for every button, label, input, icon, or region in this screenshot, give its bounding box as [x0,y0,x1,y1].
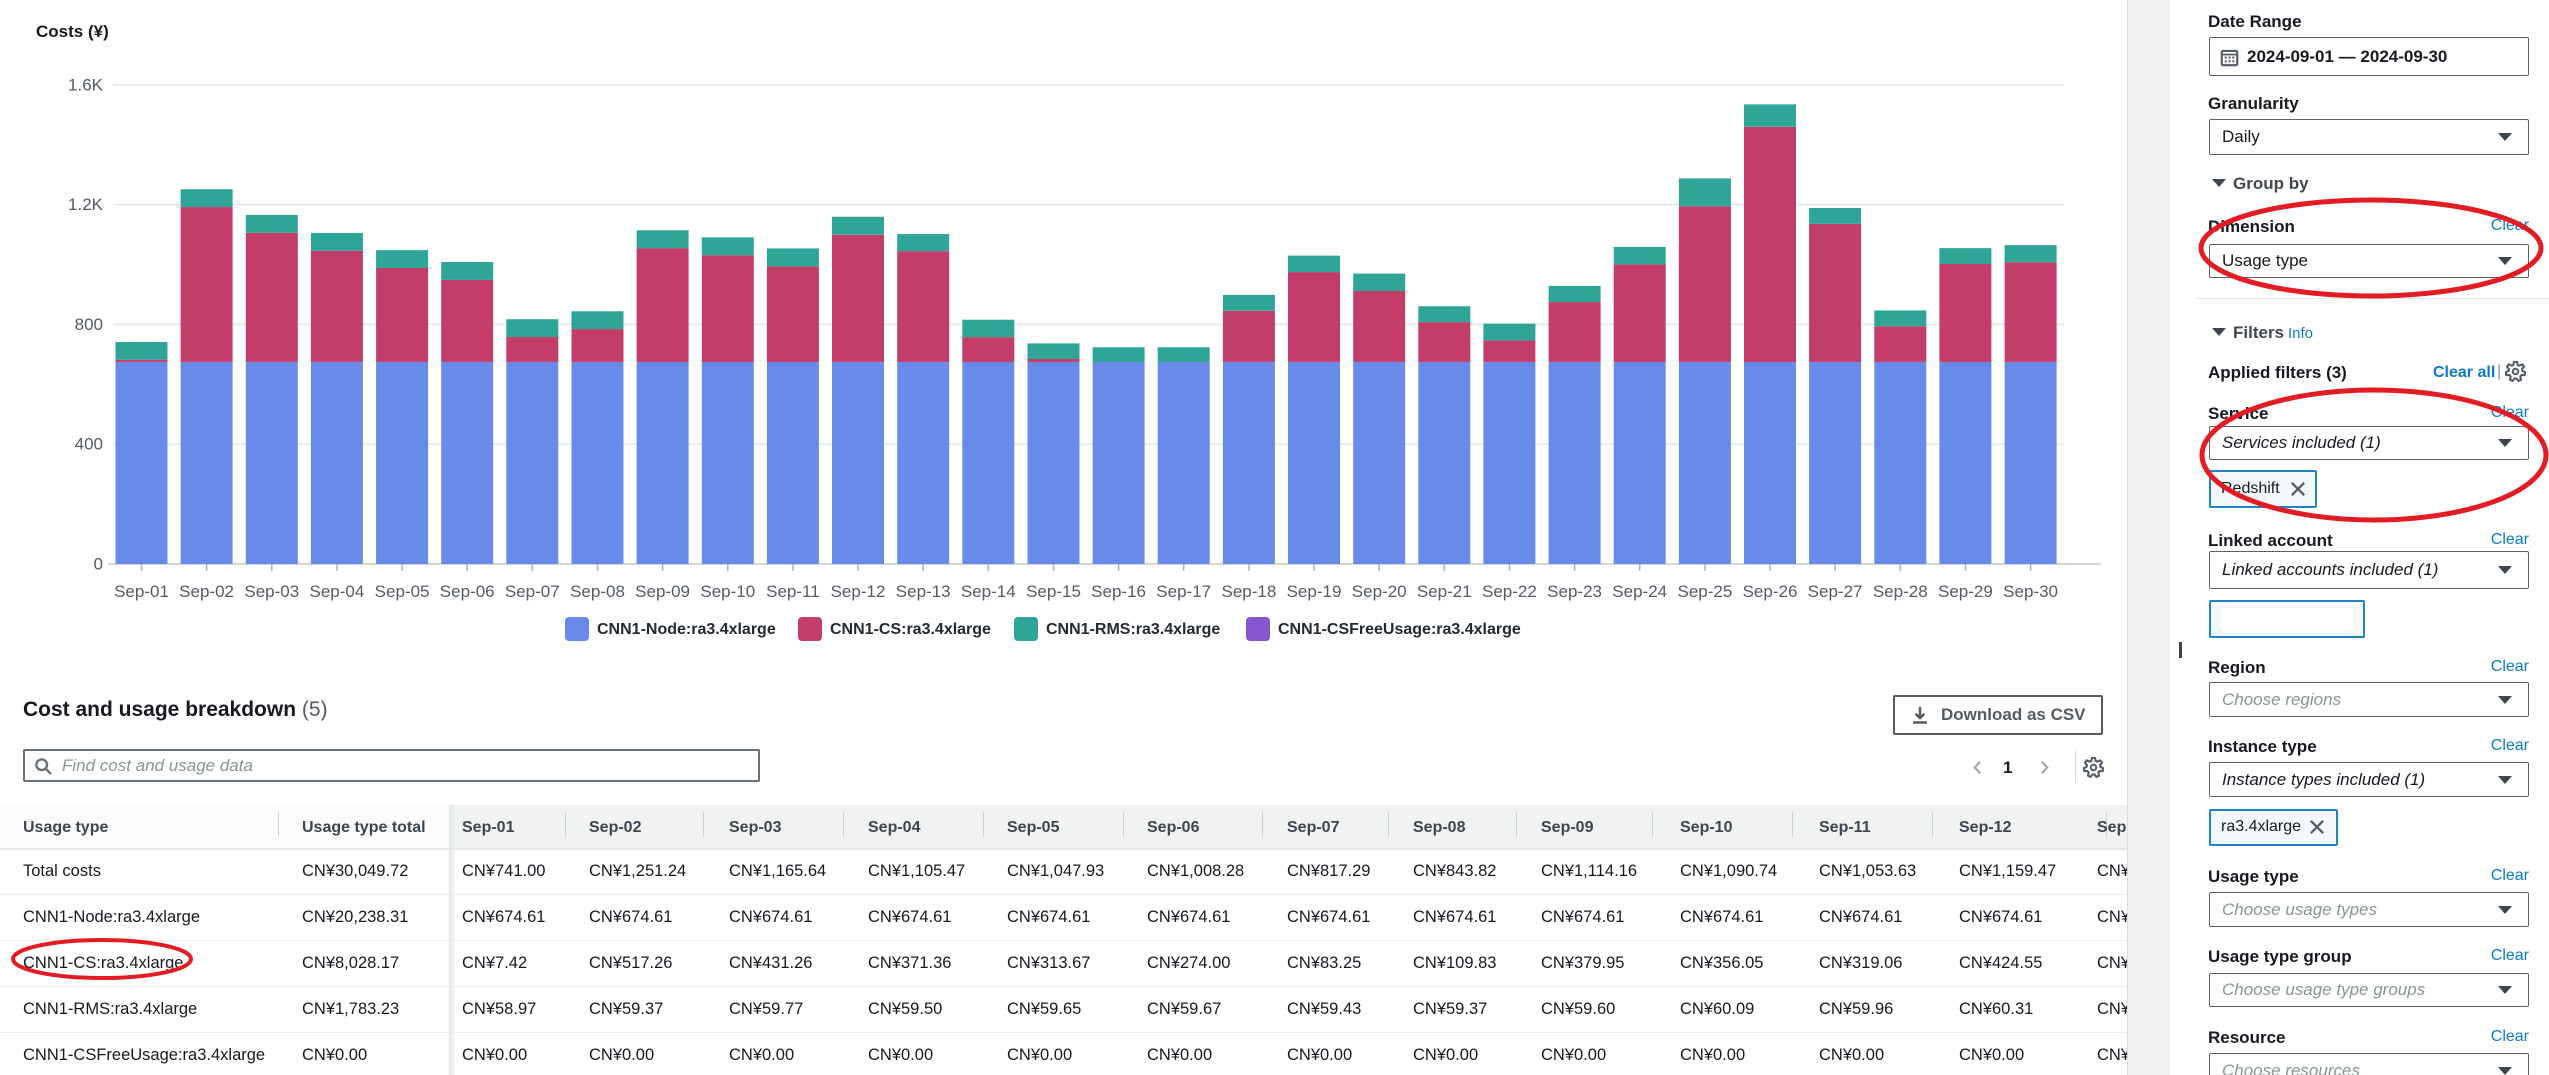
svg-text:Sep-16: Sep-16 [1091,582,1146,601]
svg-text:Sep-27: Sep-27 [1808,582,1863,601]
svg-text:Sep-19: Sep-19 [1287,582,1342,601]
svg-text:Sep-24: Sep-24 [1612,582,1667,601]
svg-text:Sep-01: Sep-01 [114,582,169,601]
svg-text:Sep-07: Sep-07 [505,582,560,601]
svg-text:Sep-23: Sep-23 [1547,582,1602,601]
svg-text:Sep-21: Sep-21 [1417,582,1472,601]
svg-text:0: 0 [94,555,103,574]
svg-text:Sep-13: Sep-13 [896,582,951,601]
svg-text:1.2K: 1.2K [68,195,104,214]
svg-text:Sep-02: Sep-02 [179,582,234,601]
svg-text:Sep-20: Sep-20 [1352,582,1407,601]
svg-text:Sep-26: Sep-26 [1743,582,1798,601]
svg-text:Sep-05: Sep-05 [375,582,430,601]
svg-text:Sep-14: Sep-14 [961,582,1016,601]
svg-text:Sep-10: Sep-10 [700,582,755,601]
svg-text:Sep-15: Sep-15 [1026,582,1081,601]
svg-text:800: 800 [75,315,103,334]
svg-text:Sep-30: Sep-30 [2003,582,2058,601]
svg-text:Sep-08: Sep-08 [570,582,625,601]
svg-text:1.6K: 1.6K [68,75,104,94]
svg-text:Sep-28: Sep-28 [1873,582,1928,601]
svg-text:Sep-09: Sep-09 [635,582,690,601]
svg-text:Sep-17: Sep-17 [1156,582,1211,601]
svg-text:Sep-11: Sep-11 [766,582,820,601]
svg-text:Sep-04: Sep-04 [309,582,364,601]
svg-text:Sep-12: Sep-12 [831,582,886,601]
svg-text:Sep-22: Sep-22 [1482,582,1537,601]
svg-text:Sep-25: Sep-25 [1677,582,1732,601]
svg-text:Sep-03: Sep-03 [244,582,299,601]
svg-text:Sep-29: Sep-29 [1938,582,1993,601]
svg-text:Sep-06: Sep-06 [440,582,495,601]
svg-text:Sep-18: Sep-18 [1221,582,1276,601]
svg-text:400: 400 [75,435,103,454]
